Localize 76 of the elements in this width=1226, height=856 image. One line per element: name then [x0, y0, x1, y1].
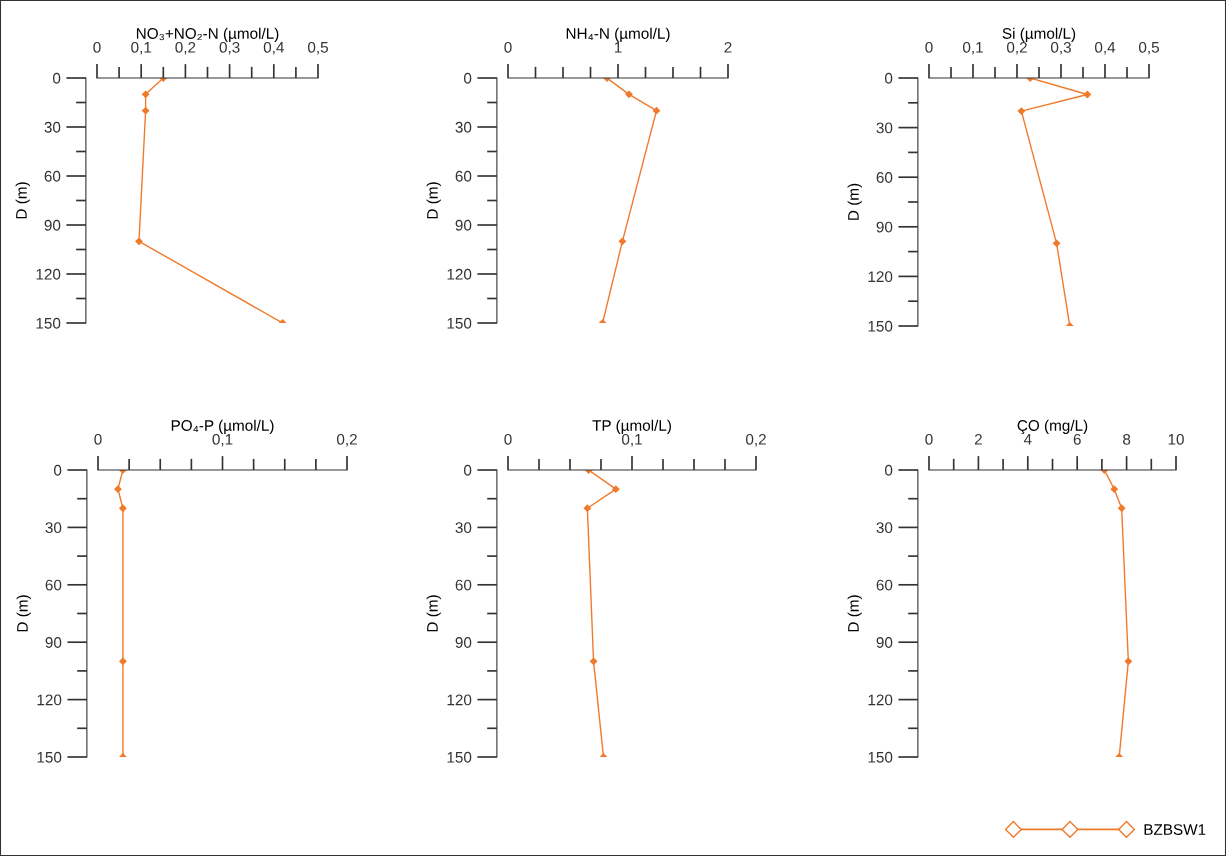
x-tick-label: 0,3: [219, 41, 240, 55]
y-tick-label: 0: [463, 464, 472, 476]
x-tick-label: 0,1: [212, 433, 233, 447]
x-axis-title: ÇO (mg/L): [1017, 419, 1088, 434]
y-tick-label: 60: [876, 579, 893, 591]
x-axis-title: PO₄-P (µmol/L): [171, 419, 274, 434]
y-tick-label: 60: [455, 170, 472, 182]
x-tick-label: 0,2: [1006, 41, 1027, 55]
y-tick-label: 30: [45, 522, 62, 534]
x-axis-title: Si (µmol/L): [1002, 27, 1076, 42]
y-tick-label: 90: [455, 219, 472, 231]
x-tick-label: 0: [504, 41, 512, 53]
y-tick-label: 60: [876, 172, 893, 183]
y-tick-label: 120: [37, 694, 62, 706]
x-tick-label: 0,5: [1138, 41, 1159, 55]
x-tick-label: 0: [94, 433, 102, 445]
y-tick-label: 90: [44, 219, 61, 231]
y-tick-label: 120: [447, 268, 472, 280]
y-tick-label: 120: [447, 694, 472, 706]
x-tick-label: 8: [1123, 433, 1131, 445]
y-tick-label: 120: [868, 271, 893, 283]
x-tick-label: 0: [925, 433, 933, 445]
y-tick-label: 90: [455, 637, 472, 648]
y-axis-title: D (m): [847, 183, 862, 220]
y-tick-label: 0: [53, 464, 62, 476]
x-tick-label: 1: [614, 42, 622, 53]
x-tick-label: 6: [1073, 433, 1081, 445]
y-tick-label: 30: [876, 522, 893, 534]
x-tick-label: 0,4: [263, 41, 284, 55]
x-tick-label: 0,1: [131, 41, 152, 55]
y-axis-title: D (m): [847, 595, 862, 632]
x-tick-label: 0,3: [1050, 41, 1071, 55]
y-tick-label: 150: [36, 317, 61, 329]
y-tick-label: 0: [884, 72, 893, 84]
y-axis-title: D (m): [426, 182, 441, 219]
x-tick-label: 4: [1023, 434, 1032, 445]
y-tick-label: 30: [44, 121, 61, 133]
y-axis-title: D (m): [16, 595, 31, 632]
y-tick-label: 0: [463, 72, 472, 84]
y-tick-label: 150: [868, 320, 893, 332]
x-tick-label: 2: [974, 433, 982, 445]
y-tick-label: 150: [868, 751, 893, 763]
x-tick-label: 0,2: [745, 433, 766, 447]
y-tick-label: 30: [455, 522, 472, 534]
y-tick-label: 90: [876, 221, 893, 233]
y-tick-label: 60: [45, 579, 62, 591]
y-tick-label: 90: [876, 637, 893, 648]
y-tick-label: 0: [52, 72, 61, 84]
y-axis-title: D (m): [426, 595, 441, 632]
y-tick-label: 30: [455, 121, 472, 133]
x-tick-label: 0,2: [175, 41, 196, 55]
y-tick-label: 150: [447, 751, 472, 763]
y-tick-label: 120: [36, 268, 61, 280]
y-tick-label: 60: [44, 170, 61, 182]
x-axis-title: NO₃+NO₂-N (µmol/L): [136, 27, 279, 42]
x-tick-label: 0,5: [307, 41, 328, 55]
x-axis-title: NH₄-N (µmol/L): [566, 27, 670, 42]
x-tick-label: 0: [504, 433, 512, 445]
x-tick-label: 0,4: [1094, 41, 1116, 55]
x-tick-label: 0,1: [621, 433, 642, 447]
y-tick-label: 0: [884, 464, 893, 476]
x-tick-label: 10: [1168, 433, 1184, 445]
y-axis-title: D (m): [15, 182, 30, 219]
y-tick-label: 150: [37, 751, 62, 763]
x-tick-label: 2: [724, 41, 732, 53]
legend-label: BZBSW1: [1144, 824, 1206, 835]
x-axis-title: TP (µmol/L): [592, 419, 671, 434]
x-tick-label: 0: [925, 41, 933, 53]
x-tick-label: 0: [93, 41, 101, 53]
y-tick-label: 30: [876, 122, 893, 134]
x-tick-label: 0,1: [962, 41, 983, 55]
y-tick-label: 60: [455, 579, 472, 591]
y-tick-label: 120: [868, 694, 893, 706]
y-tick-label: 90: [45, 637, 62, 648]
x-tick-label: 0,2: [336, 433, 357, 447]
y-tick-label: 150: [447, 317, 472, 329]
